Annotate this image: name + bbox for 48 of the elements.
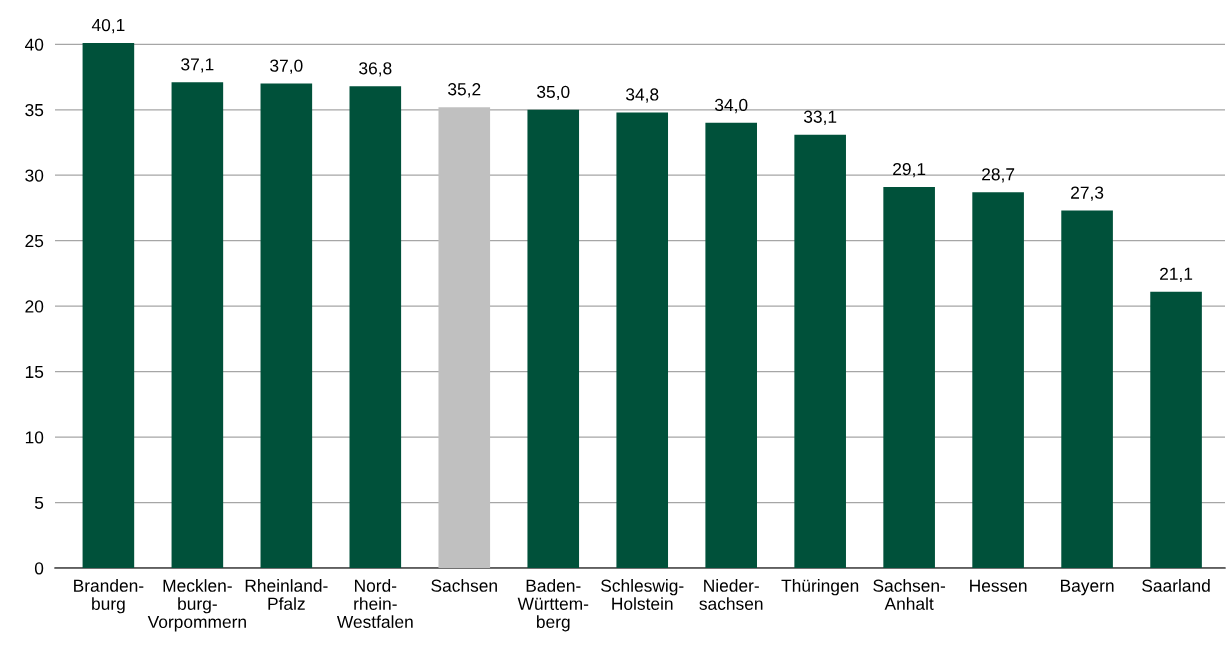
bar <box>883 187 935 568</box>
bar <box>171 82 224 568</box>
x-tick-label: Bayern <box>1061 579 1114 596</box>
x-tick-label: Nieder- sachsen <box>699 579 763 610</box>
bar <box>1150 291 1202 568</box>
y-tick-label: 40 <box>24 38 44 51</box>
y-tick-label: 35 <box>25 103 44 117</box>
bar <box>349 86 402 568</box>
bar <box>82 43 135 568</box>
x-tick-label: Nord- rhein- Westfalen <box>336 579 413 629</box>
bar <box>616 112 669 568</box>
y-tick-label: 20 <box>25 300 44 313</box>
data-label: 35,2 <box>448 83 481 98</box>
data-label: 37,0 <box>270 59 303 74</box>
bar <box>1061 210 1113 568</box>
bar <box>705 122 757 568</box>
bar <box>438 107 491 568</box>
bar <box>794 134 846 568</box>
x-tick-label: Rheinland- Pfalz <box>245 579 328 610</box>
x-tick-label: Mecklen- burg- Vorpommern <box>147 579 246 632</box>
y-tick-label: 25 <box>25 234 44 248</box>
x-tick-label: Branden- burg <box>74 579 144 614</box>
y-tick-label: 30 <box>25 169 44 182</box>
data-label: 36,8 <box>359 62 392 77</box>
x-tick-label: Thüringen <box>781 579 859 596</box>
data-label: 29,1 <box>893 162 926 178</box>
x-tick-label: Schleswig- Holstein <box>601 579 684 610</box>
data-label: 33,1 <box>803 110 837 125</box>
data-label: 28,7 <box>982 168 1015 183</box>
x-tick-label: Sachsen- Anhalt <box>873 579 946 610</box>
data-label: 27,3 <box>1071 186 1104 201</box>
data-label: 34,8 <box>625 88 659 103</box>
data-label: 34,0 <box>714 98 748 114</box>
bar <box>260 83 313 568</box>
y-tick-label: 0 <box>34 562 44 575</box>
data-label: 37,1 <box>181 58 214 73</box>
x-tick-label: Sachsen <box>431 579 497 592</box>
x-tick-label: Hessen <box>970 579 1027 592</box>
y-tick-label: 10 <box>25 431 44 444</box>
data-label: 35,0 <box>537 85 570 101</box>
data-label: 40,1 <box>91 18 125 34</box>
x-tick-label: Saarland <box>1142 579 1210 592</box>
x-tick-label: Baden- Württem- berg <box>517 579 589 632</box>
data-label: 21,1 <box>1160 267 1193 283</box>
y-tick-label: 5 <box>34 496 44 509</box>
y-tick-label: 15 <box>25 365 44 379</box>
bar <box>527 109 580 568</box>
bar <box>972 192 1024 568</box>
